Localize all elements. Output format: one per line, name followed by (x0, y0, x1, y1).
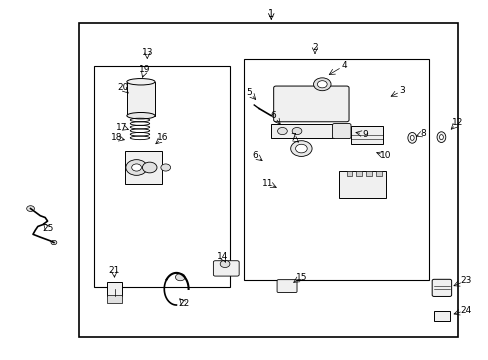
Text: 8: 8 (420, 129, 426, 138)
Text: 12: 12 (451, 118, 462, 127)
Text: 21: 21 (108, 266, 120, 275)
Bar (125, 152, 162, 184)
Text: 16: 16 (157, 133, 168, 142)
Bar (366, 171, 371, 176)
FancyBboxPatch shape (431, 279, 451, 296)
FancyBboxPatch shape (277, 280, 296, 293)
Circle shape (125, 159, 147, 175)
Circle shape (220, 260, 229, 267)
Text: 4: 4 (341, 61, 346, 70)
Text: 20: 20 (117, 83, 128, 92)
Circle shape (277, 127, 287, 135)
Text: 17: 17 (116, 123, 127, 132)
Circle shape (175, 274, 185, 281)
Circle shape (27, 206, 34, 211)
Circle shape (317, 81, 326, 88)
Text: 9: 9 (362, 130, 367, 139)
Bar (79, 23, 458, 337)
Circle shape (51, 240, 57, 245)
Circle shape (291, 127, 301, 135)
Bar (126, 82, 155, 116)
Bar (271, 124, 334, 138)
Ellipse shape (439, 135, 443, 140)
Bar (244, 59, 428, 280)
Text: 24: 24 (459, 306, 470, 315)
Ellipse shape (436, 132, 445, 143)
Text: 15: 15 (296, 273, 307, 282)
FancyBboxPatch shape (332, 123, 350, 139)
Circle shape (142, 162, 157, 173)
Ellipse shape (407, 132, 416, 143)
Text: 6: 6 (270, 111, 276, 120)
Text: 7: 7 (290, 133, 295, 142)
Circle shape (295, 144, 306, 153)
Text: 23: 23 (459, 276, 470, 285)
Text: 5: 5 (246, 88, 252, 97)
Text: 10: 10 (379, 151, 390, 160)
Bar (107, 282, 122, 296)
Text: 18: 18 (111, 133, 122, 142)
Text: 11: 11 (262, 179, 273, 188)
Ellipse shape (409, 135, 413, 140)
Text: 1: 1 (267, 9, 274, 19)
Bar (346, 171, 352, 176)
Bar (375, 171, 381, 176)
Text: 19: 19 (139, 66, 150, 75)
Text: 25: 25 (42, 224, 53, 233)
Bar (433, 311, 449, 321)
Text: 6: 6 (252, 151, 258, 160)
Ellipse shape (126, 78, 155, 85)
Circle shape (290, 141, 311, 157)
Bar (107, 296, 122, 303)
Bar (94, 66, 229, 287)
Bar (351, 126, 382, 144)
Text: 13: 13 (141, 48, 153, 57)
Circle shape (313, 78, 330, 91)
Circle shape (131, 164, 141, 171)
Bar (356, 171, 362, 176)
Text: 22: 22 (178, 299, 189, 308)
Ellipse shape (126, 112, 155, 119)
Text: 14: 14 (217, 252, 228, 261)
FancyBboxPatch shape (273, 86, 348, 122)
Text: 2: 2 (311, 43, 317, 52)
Text: 3: 3 (399, 86, 405, 95)
FancyBboxPatch shape (213, 261, 239, 276)
Bar (339, 171, 385, 198)
Circle shape (161, 164, 170, 171)
